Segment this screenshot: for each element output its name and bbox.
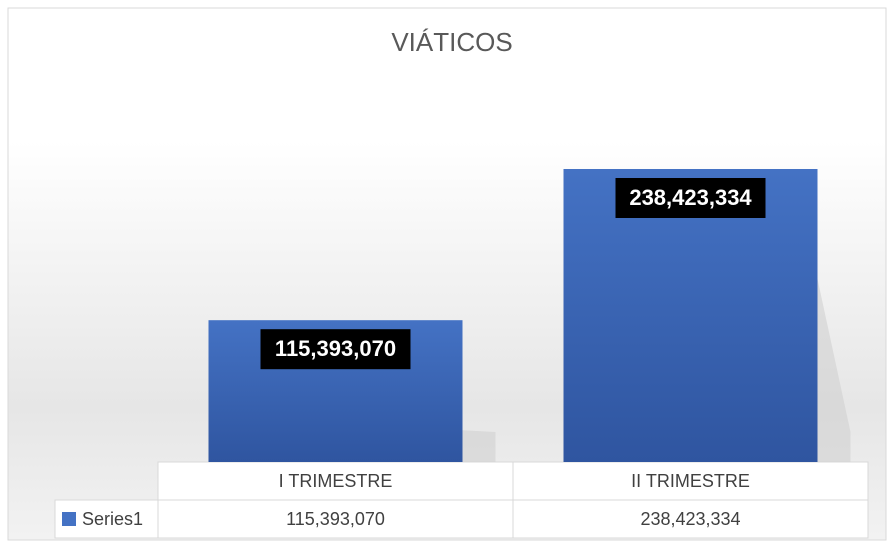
legend-key <box>62 512 76 526</box>
legend-label: Series1 <box>82 509 143 529</box>
x-tick-label: II TRIMESTRE <box>631 471 750 491</box>
bar-shadow <box>817 279 851 462</box>
table-value: 115,393,070 <box>286 509 385 529</box>
bar-shadow <box>462 430 496 462</box>
table-value: 238,423,334 <box>640 509 740 529</box>
data-label-bg <box>260 329 411 370</box>
x-tick-label: I TRIMESTRE <box>279 471 393 491</box>
data-label: 238,423,334 <box>629 185 752 210</box>
chart-title: VIÁTICOS <box>391 27 512 57</box>
data-label: 115,393,070 <box>275 336 396 361</box>
data-label-bg <box>615 178 766 218</box>
table-border <box>54 499 869 539</box>
